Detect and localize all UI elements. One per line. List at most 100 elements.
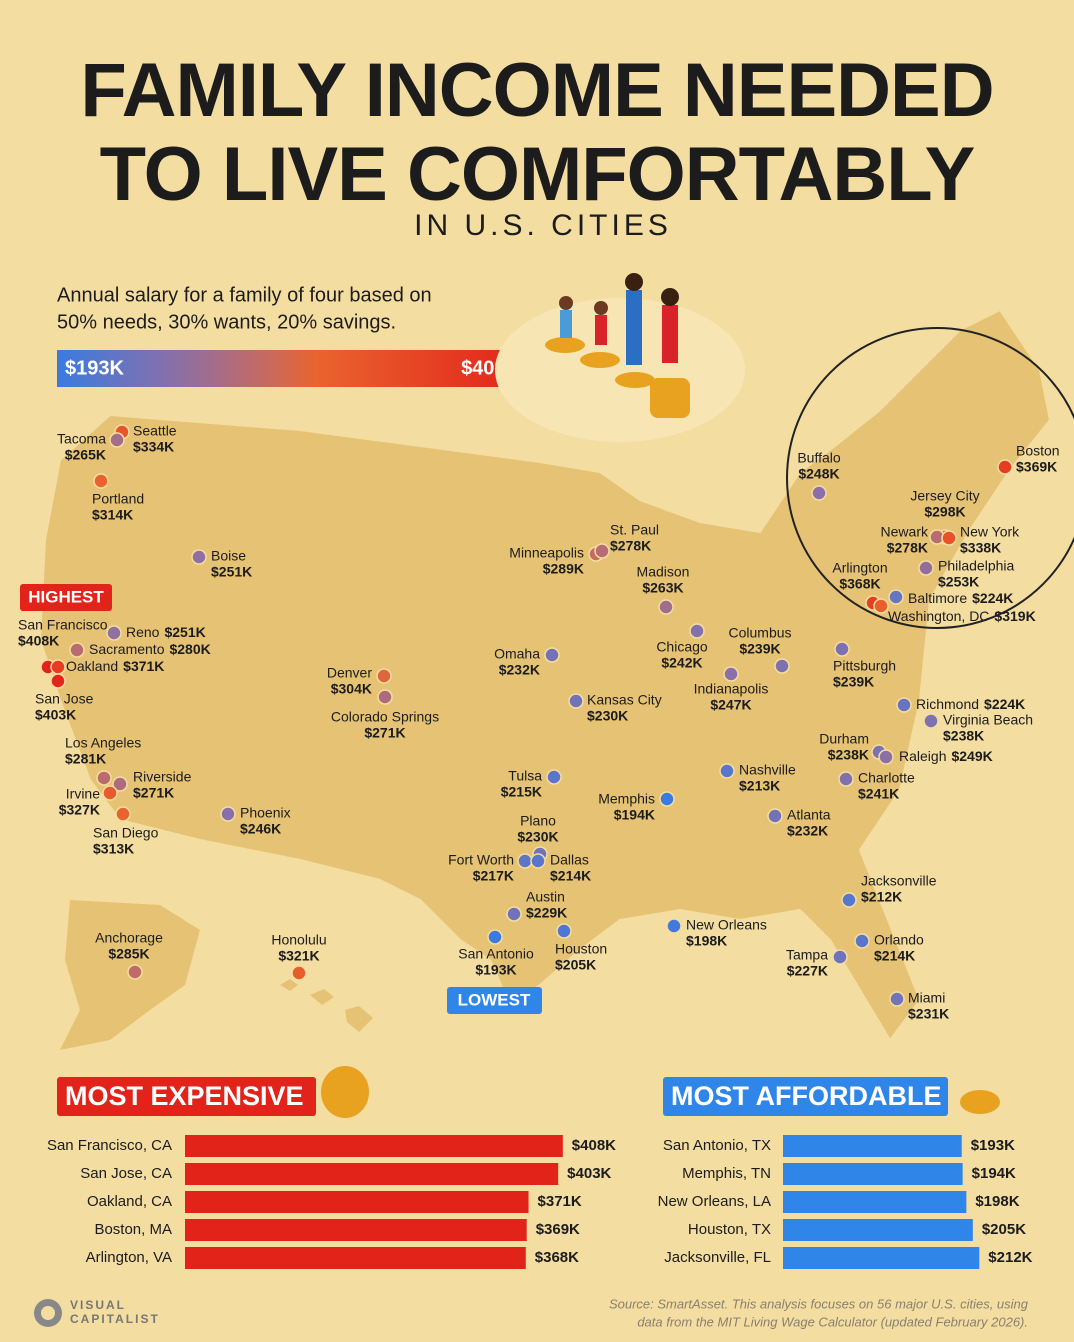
city-value: $251K (164, 624, 205, 640)
city-value: $289K (543, 561, 584, 577)
city-name: Houston (555, 941, 607, 957)
city-dot (723, 666, 739, 682)
city-name: Arlington (832, 560, 887, 576)
city-name: Seattle (133, 423, 177, 439)
city-dot (109, 432, 125, 448)
value-label: $368K (535, 1249, 579, 1266)
city-name: Anchorage (95, 930, 163, 946)
city-dot (896, 697, 912, 713)
city-dot (127, 964, 143, 980)
city-name: Fort Worth (448, 852, 514, 868)
city-name: Honolulu (271, 932, 326, 948)
city-value: $304K (331, 681, 372, 697)
city-dot (918, 560, 934, 576)
city-name: Colorado Springs (331, 709, 439, 725)
city-dot (376, 668, 392, 684)
city-value: $327K (59, 802, 100, 818)
city-name: Tulsa (508, 768, 542, 784)
city-name: Kansas City (587, 692, 662, 708)
source: Source: SmartAsset. This analysis focuse… (609, 1296, 1029, 1311)
category-label: Arlington, VA (86, 1249, 172, 1266)
city-value: $249K (951, 748, 992, 764)
bar (185, 1219, 527, 1241)
city-name: San Francisco (18, 617, 108, 633)
bar (185, 1191, 529, 1213)
city-name: Richmond (916, 696, 979, 712)
city-dot (923, 713, 939, 729)
city-value: $285K (108, 946, 149, 962)
city-value: $251K (211, 564, 252, 580)
city-value: $371K (123, 658, 164, 674)
bar (185, 1163, 559, 1185)
city-value: $253K (938, 574, 979, 590)
city-dot (93, 473, 109, 489)
city-dot (291, 965, 307, 981)
city-value: $239K (833, 674, 874, 690)
city-name: Jersey City (910, 488, 979, 504)
city-dot (96, 770, 112, 786)
city-dot (530, 853, 546, 869)
city-dot (594, 543, 610, 559)
city-value: $368K (839, 576, 880, 592)
title-line: FAMILY INCOME NEEDED (80, 48, 993, 133)
city-dot (997, 459, 1013, 475)
city-value: $232K (499, 662, 540, 678)
logo (34, 1299, 62, 1327)
city-value: $224K (972, 590, 1013, 606)
legend-min: $193K (65, 357, 124, 379)
city-value: $313K (93, 841, 134, 857)
city-label: Washington, DC $319K (888, 608, 1036, 624)
city-name: Durham (819, 731, 869, 747)
city-value: $231K (908, 1006, 949, 1022)
city-value: $281K (65, 751, 106, 767)
city-name: Oakland (66, 658, 118, 674)
category-label: Houston, TX (688, 1221, 771, 1238)
city-name: Chicago (656, 639, 708, 655)
city-name: New Orleans (686, 917, 767, 933)
city-value: $238K (828, 747, 869, 763)
city-value: $193K (475, 962, 516, 978)
city-name: Plano (520, 813, 556, 829)
city-label: Richmond $224K (916, 696, 1025, 712)
lowest-label: LOWEST (458, 990, 531, 1009)
category-label: Memphis, TN (682, 1165, 771, 1182)
city-name: Orlando (874, 932, 924, 948)
value-label: $369K (536, 1221, 580, 1238)
city-name: Jacksonville (861, 873, 937, 889)
city-dot (873, 598, 889, 614)
city-dot (191, 549, 207, 565)
city-dot (546, 769, 562, 785)
city-name: New York (960, 524, 1020, 540)
city-value: $230K (517, 829, 558, 845)
city-value: $205K (555, 957, 596, 973)
bar (783, 1247, 980, 1269)
description: 50% needs, 30% wants, 20% savings. (57, 311, 396, 333)
city-value: $230K (587, 708, 628, 724)
category-label: New Orleans, LA (658, 1193, 771, 1210)
city-value: $214K (550, 868, 591, 884)
category-label: Jacksonville, FL (664, 1249, 771, 1266)
chart-title-box (663, 1077, 948, 1116)
city-value: $280K (169, 641, 210, 657)
city-name: Virginia Beach (943, 712, 1033, 728)
city-dot (854, 933, 870, 949)
city-dot (69, 642, 85, 658)
logo-text: CAPITALIST (70, 1312, 160, 1326)
city-value: $214K (874, 948, 915, 964)
city-dot (689, 623, 705, 639)
city-value: $212K (861, 889, 902, 905)
city-value: $227K (787, 963, 828, 979)
city-name: Newark (881, 524, 929, 540)
city-dot (658, 599, 674, 615)
city-name: Raleigh (899, 748, 946, 764)
city-name: Dallas (550, 852, 589, 868)
city-value: $194K (614, 807, 655, 823)
bar (783, 1163, 963, 1185)
family-illustration (545, 273, 690, 418)
city-value: $271K (133, 785, 174, 801)
value-label: $205K (982, 1221, 1026, 1238)
city-label: Baltimore $224K (908, 590, 1013, 606)
value-label: $194K (972, 1165, 1016, 1182)
category-label: San Francisco, CA (47, 1137, 172, 1154)
coin-icon (960, 1090, 1000, 1114)
